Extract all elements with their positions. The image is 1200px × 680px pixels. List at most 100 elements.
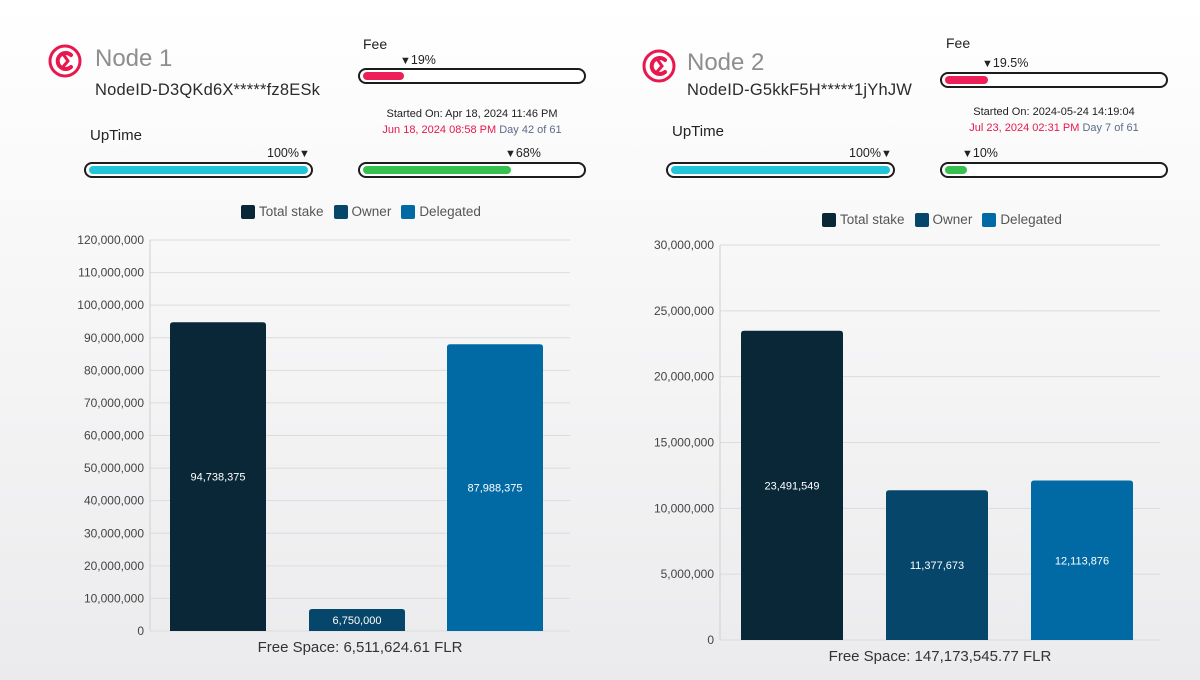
legend-swatch — [914, 212, 929, 227]
legend-item-total-stake[interactable]: Total stake — [822, 212, 905, 227]
y-tick-label: 40,000,000 — [84, 494, 144, 508]
legend-label: Delegated — [419, 204, 481, 219]
fee-label: Fee — [946, 35, 971, 51]
y-tick-label: 15,000,000 — [654, 436, 714, 450]
y-tick-label: 20,000,000 — [84, 559, 144, 573]
day-count: Day 7 of 61 — [1082, 122, 1139, 134]
y-tick-label: 0 — [707, 633, 714, 647]
chart-legend: Total stake Owner Delegated — [822, 212, 1062, 227]
y-tick-label: 30,000,000 — [654, 238, 714, 252]
uptime-bar — [666, 162, 895, 178]
period-bar-fill — [363, 166, 512, 174]
period-percent-value: 10% — [972, 146, 998, 160]
y-tick-label: 110,000,000 — [78, 266, 144, 280]
node-id: NodeID-D3QKd6X*****fz8ESk — [95, 81, 321, 99]
y-tick-label: 0 — [137, 624, 144, 638]
fee-percent-value: 19.5% — [992, 56, 1029, 70]
uptime-label: UpTime — [672, 123, 724, 140]
free-space: Free Space: 147,173,545.77 FLR — [828, 648, 1052, 665]
period-bar — [940, 162, 1168, 178]
period-percent: ▼10% — [962, 146, 998, 160]
legend-label: Delegated — [1000, 212, 1062, 227]
y-tick-label: 30,000,000 — [84, 526, 144, 540]
legend-label: Owner — [351, 204, 392, 219]
period-percent: ▼68% — [505, 146, 541, 160]
y-tick-label: 80,000,000 — [84, 363, 144, 377]
uptime-bar — [84, 162, 313, 178]
legend-label: Total stake — [840, 212, 905, 227]
fee-bar — [358, 68, 586, 84]
bar-value-label: 94,738,375 — [190, 472, 245, 484]
day-count: Day 42 of 61 — [499, 124, 562, 136]
uptime-percent-value: 100% — [267, 146, 299, 160]
legend-swatch — [333, 204, 348, 219]
node-2-panel: Node 2 NodeID-G5kkF5H*****1jYhJW Fee ▼19… — [600, 0, 1200, 680]
bar-owner[interactable] — [309, 609, 405, 631]
stake-bar-chart: 0 5,000,000 10,000,000 15,000,000 20,000,000… — [654, 238, 1160, 647]
stake-bar-chart: 0 10,000,000 20,000,000 30,000,000 40,000,00… — [77, 233, 570, 638]
bar-total-stake[interactable] — [741, 330, 843, 640]
period-percent-value: 68% — [515, 146, 541, 160]
node-title: Node 2 — [687, 49, 765, 76]
node-1-panel: Node 1 NodeID-D3QKd6X*****fz8ESk Fee ▼19… — [48, 36, 586, 656]
y-tick-label: 25,000,000 — [654, 304, 714, 318]
bar-value-label: 12,113,876 — [1055, 555, 1109, 567]
bar-owner[interactable] — [886, 490, 988, 640]
bar-delegated[interactable] — [1031, 480, 1133, 640]
node-title: Node 1 — [95, 45, 173, 72]
legend-swatch — [822, 212, 836, 227]
pointer-down-icon: ▼ — [982, 58, 993, 70]
end-date-line: Jul 23, 2024 02:31 PM Day 7 of 61 — [940, 122, 1168, 134]
bar-value-label: 6,750,000 — [333, 615, 382, 627]
uptime-bar-fill — [89, 166, 308, 174]
pointer-down-icon: ▼ — [880, 148, 892, 160]
chart-legend: Total stake Owner Delegated — [241, 204, 481, 219]
legend-item-owner[interactable]: Owner — [914, 212, 973, 227]
legend-item-owner[interactable]: Owner — [333, 204, 392, 219]
bar-delegated[interactable] — [447, 344, 543, 631]
bar-value-label: 87,988,375 — [467, 483, 522, 495]
legend-label: Owner — [932, 212, 973, 227]
started-on: Started On: Apr 18, 2024 11:46 PM — [386, 108, 558, 120]
legend-item-total-stake[interactable]: Total stake — [241, 204, 324, 219]
pointer-down-icon: ▼ — [962, 148, 973, 160]
fee-bar-fill — [363, 72, 405, 80]
pointer-down-icon: ▼ — [298, 148, 310, 160]
end-date-line: Jun 18, 2024 08:58 PM Day 42 of 61 — [358, 124, 586, 136]
y-tick-label: 5,000,000 — [661, 567, 715, 581]
end-date: Jun 18, 2024 08:58 PM — [382, 124, 497, 136]
fee-percent-value: 19% — [410, 53, 436, 67]
legend-swatch — [982, 212, 997, 227]
fee-bar-fill — [945, 76, 988, 84]
end-date: Jul 23, 2024 02:31 PM — [969, 122, 1080, 134]
bar-value-label: 11,377,673 — [910, 560, 964, 572]
uptime-percent-value: 100% — [849, 146, 881, 160]
node-logo-icon — [48, 44, 82, 78]
y-tick-label: 50,000,000 — [84, 461, 144, 475]
y-tick-label: 70,000,000 — [84, 396, 144, 410]
pointer-down-icon: ▼ — [505, 148, 516, 160]
legend-swatch — [401, 204, 416, 219]
fee-percent: ▼19% — [400, 53, 436, 67]
node-logo-icon — [642, 49, 676, 83]
legend-label: Total stake — [259, 204, 324, 219]
uptime-percent: 100%▼ — [267, 146, 310, 160]
y-tick-label: 10,000,000 — [654, 501, 714, 515]
uptime-bar-fill — [671, 166, 890, 174]
bar-total-stake[interactable] — [170, 322, 266, 631]
started-on: Started On: 2024-05-24 14:19:04 — [973, 106, 1135, 118]
y-tick-label: 60,000,000 — [84, 429, 144, 443]
y-tick-label: 120,000,000 — [77, 233, 144, 247]
uptime-label: UpTime — [90, 127, 142, 144]
uptime-percent: 100%▼ — [849, 146, 892, 160]
bar-value-label: 23,491,549 — [764, 480, 819, 492]
free-space: Free Space: 6,511,624.61 FLR — [257, 639, 463, 656]
fee-bar — [940, 72, 1168, 88]
node-id: NodeID-G5kkF5H*****1jYhJW — [687, 81, 913, 99]
fee-label: Fee — [363, 36, 388, 52]
y-tick-label: 20,000,000 — [654, 370, 714, 384]
y-tick-label: 90,000,000 — [84, 331, 144, 345]
legend-item-delegated[interactable]: Delegated — [401, 204, 481, 219]
legend-item-delegated[interactable]: Delegated — [982, 212, 1062, 227]
period-bar — [358, 162, 586, 178]
